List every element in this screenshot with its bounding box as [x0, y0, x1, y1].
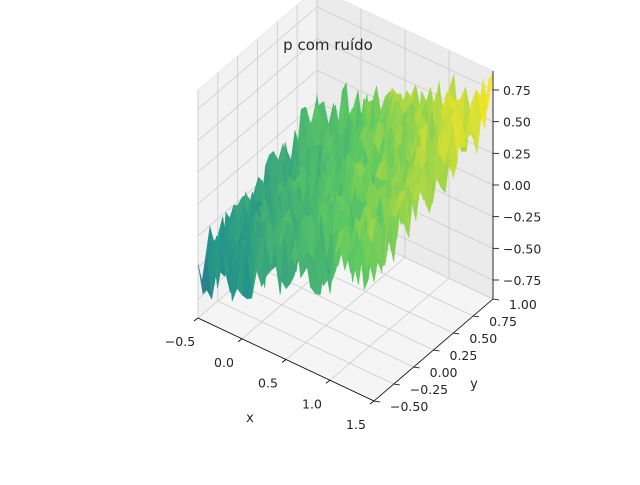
grid-line — [237, 283, 414, 368]
x-axis-label: x — [246, 411, 254, 426]
x-tick-label: 0.5 — [258, 376, 278, 391]
y-tick — [433, 349, 440, 352]
z-tick-label: −0.25 — [503, 210, 541, 225]
y-tick-label: 0.25 — [450, 348, 478, 363]
grid-line — [197, 6, 318, 110]
x-tick — [193, 317, 199, 322]
y-tick-label: 0.00 — [430, 365, 458, 380]
x-tick-label: 0.0 — [214, 355, 234, 370]
z-tick-label: −0.50 — [503, 241, 541, 256]
y-tick-label: −0.50 — [390, 399, 428, 414]
z-tick-label: −0.75 — [503, 273, 541, 288]
tick-marks — [193, 89, 500, 405]
y-tick — [413, 366, 420, 369]
grid-line — [197, 70, 318, 173]
y-tick — [393, 383, 400, 386]
y-tick — [453, 332, 460, 335]
x-tick — [369, 400, 375, 405]
z-tick-label: 0.25 — [503, 146, 531, 161]
z-tick-label: 0.00 — [503, 178, 531, 193]
y-tick-label: 0.75 — [489, 314, 517, 329]
x-tick — [281, 359, 287, 363]
chart-title: p com ruído — [283, 36, 373, 54]
tick-labels: −0.5 0.0 0.5 1.0 1.5 −0.50 −0.25 0.00 0.25 0.50 0.… — [165, 83, 542, 432]
y-tick — [473, 315, 480, 318]
grid-line — [197, 101, 318, 205]
surface-mesh — [197, 73, 494, 302]
x-tick-label: 1.0 — [302, 396, 322, 411]
y-tick-label: 1.00 — [509, 297, 537, 312]
surface-facet — [368, 238, 379, 283]
grid-line — [197, 38, 318, 141]
grid-line — [217, 300, 395, 385]
grid-line — [316, 6, 494, 91]
x-tick — [237, 338, 243, 343]
y-tick-label: 0.50 — [469, 331, 497, 346]
y-tick-label: −0.25 — [410, 382, 448, 397]
x-tick — [325, 379, 331, 384]
x-tick-label: −0.5 — [165, 334, 195, 349]
y-axis-label: y — [470, 377, 478, 392]
y-tick — [492, 298, 500, 301]
z-tick-label: 0.75 — [503, 83, 531, 98]
x-tick-label: 1.5 — [346, 417, 366, 432]
z-tick-label: 0.50 — [503, 115, 531, 130]
y-tick — [373, 400, 381, 403]
